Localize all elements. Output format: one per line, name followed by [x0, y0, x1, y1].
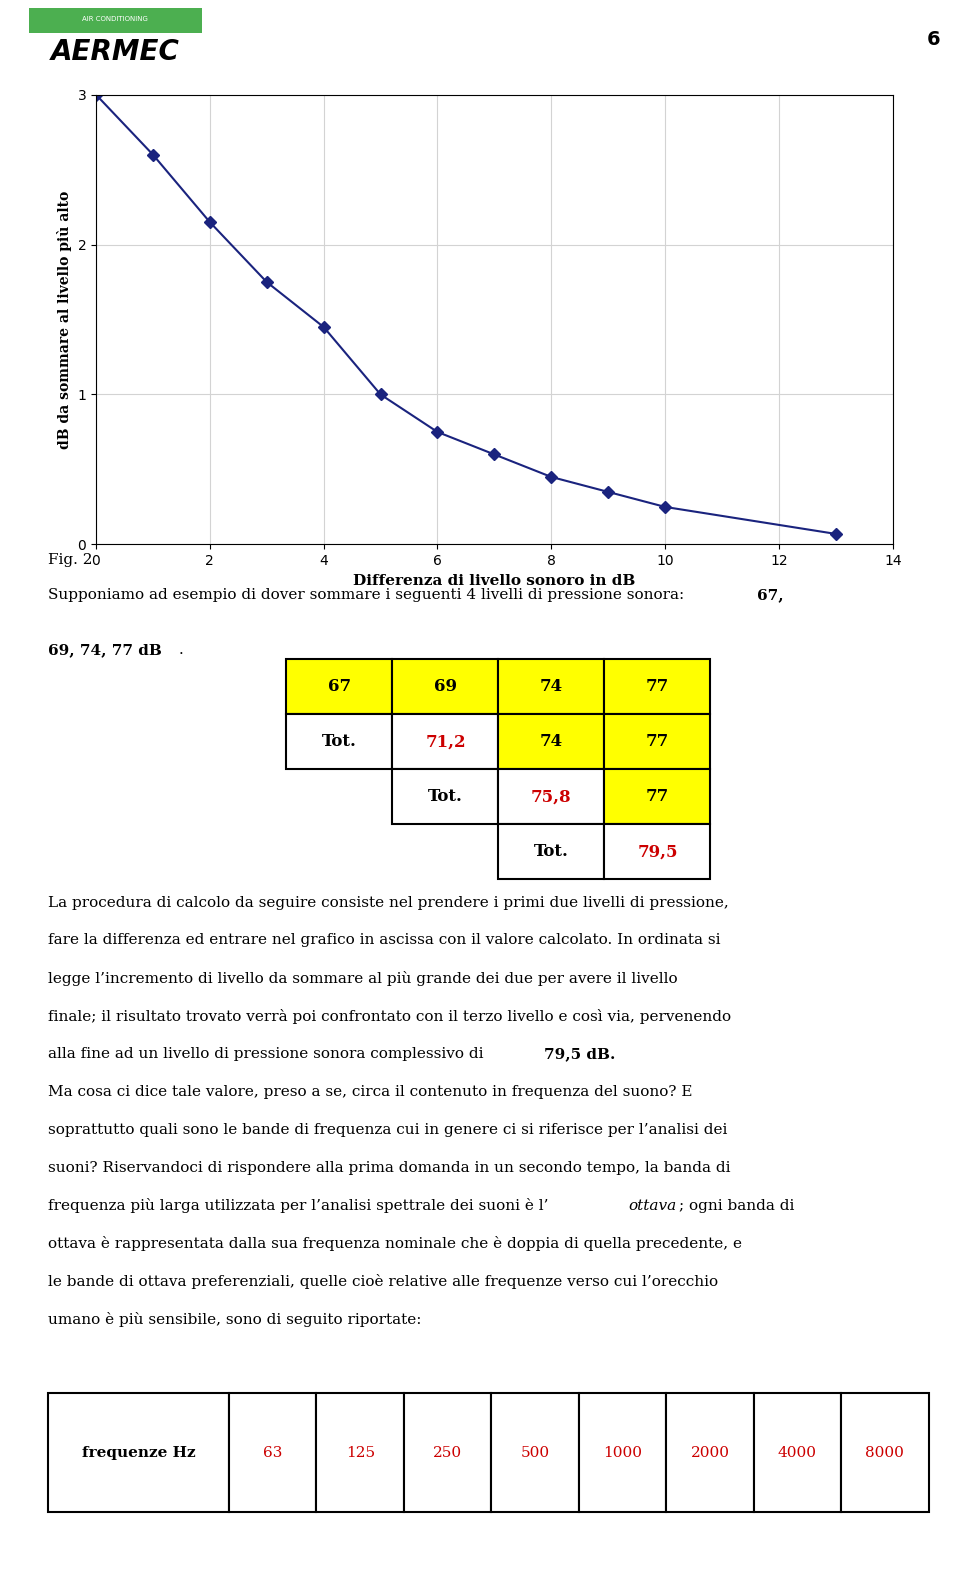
Text: 79,5 dB.: 79,5 dB.: [544, 1048, 615, 1060]
Text: 74: 74: [540, 679, 563, 696]
Text: AIR CONDITIONING: AIR CONDITIONING: [83, 16, 148, 22]
Text: 77: 77: [646, 679, 669, 696]
Text: La procedura di calcolo da seguire consiste nel prendere i primi due livelli di : La procedura di calcolo da seguire consi…: [48, 896, 729, 909]
Text: suoni? Riservandoci di rispondere alla prima domanda in un secondo tempo, la ban: suoni? Riservandoci di rispondere alla p…: [48, 1161, 731, 1174]
Text: ; ogni banda di: ; ogni banda di: [679, 1199, 794, 1212]
Text: 250: 250: [433, 1445, 462, 1460]
Bar: [498, 660, 605, 715]
Bar: [605, 824, 710, 879]
Bar: [498, 824, 605, 879]
Text: Supponiamo ad esempio di dover sommare i seguenti 4 livelli di pressione sonora:: Supponiamo ad esempio di dover sommare i…: [48, 589, 689, 601]
Text: Tot.: Tot.: [534, 843, 569, 860]
X-axis label: Differenza di livello sonoro in dB: Differenza di livello sonoro in dB: [353, 574, 636, 587]
Text: 2000: 2000: [690, 1445, 730, 1460]
Bar: [317, 1393, 404, 1512]
Text: 79,5: 79,5: [637, 843, 678, 860]
Text: finale; il risultato trovato verrà poi confrontato con il terzo livello e così v: finale; il risultato trovato verrà poi c…: [48, 1008, 732, 1024]
Text: 75,8: 75,8: [531, 789, 572, 805]
Bar: [605, 770, 710, 824]
Bar: [286, 715, 393, 770]
Bar: [579, 1393, 666, 1512]
Text: umano è più sensibile, sono di seguito riportate:: umano è più sensibile, sono di seguito r…: [48, 1311, 421, 1327]
Text: .: .: [179, 644, 183, 656]
Bar: [605, 715, 710, 770]
Text: 125: 125: [346, 1445, 374, 1460]
Bar: [286, 660, 393, 715]
Bar: [498, 770, 605, 824]
Bar: [754, 1393, 841, 1512]
Text: alla fine ad un livello di pressione sonora complessivo di: alla fine ad un livello di pressione son…: [48, 1048, 489, 1060]
Text: 71,2: 71,2: [425, 734, 466, 750]
Y-axis label: dB da sommare al livello più alto: dB da sommare al livello più alto: [57, 191, 72, 448]
Bar: [48, 1393, 229, 1512]
Text: 74: 74: [540, 734, 563, 750]
Text: 69: 69: [434, 679, 457, 696]
Bar: [498, 715, 605, 770]
Bar: [393, 660, 498, 715]
Bar: [393, 715, 498, 770]
Text: 63: 63: [263, 1445, 282, 1460]
Text: AERMEC: AERMEC: [51, 38, 180, 66]
Text: frequenze Hz: frequenze Hz: [82, 1445, 195, 1460]
Bar: [605, 660, 710, 715]
Text: 77: 77: [646, 734, 669, 750]
Text: Tot.: Tot.: [428, 789, 463, 805]
Text: frequenza più larga utilizzata per l’analisi spettrale dei suoni è l’: frequenza più larga utilizzata per l’ana…: [48, 1198, 548, 1213]
Text: 500: 500: [520, 1445, 550, 1460]
Text: ottava è rappresentata dalla sua frequenza nominale che è doppia di quella prece: ottava è rappresentata dalla sua frequen…: [48, 1236, 742, 1251]
Text: Fig. 2: Fig. 2: [48, 554, 92, 567]
Text: 69, 74, 77 dB: 69, 74, 77 dB: [48, 644, 162, 656]
Text: Ma cosa ci dice tale valore, preso a se, circa il contenuto in frequenza del suo: Ma cosa ci dice tale valore, preso a se,…: [48, 1086, 692, 1098]
Bar: [229, 1393, 317, 1512]
Text: soprattutto quali sono le bande di frequenza cui in genere ci si riferisce per l: soprattutto quali sono le bande di frequ…: [48, 1124, 728, 1136]
Text: 1000: 1000: [603, 1445, 642, 1460]
Bar: [404, 1393, 492, 1512]
Text: 8000: 8000: [865, 1445, 904, 1460]
Text: 67,: 67,: [757, 589, 783, 601]
Text: 4000: 4000: [778, 1445, 817, 1460]
Text: 67: 67: [328, 679, 351, 696]
Bar: [666, 1393, 754, 1512]
Text: 6: 6: [927, 30, 941, 49]
Bar: [393, 770, 498, 824]
Text: legge l’incremento di livello da sommare al più grande dei due per avere il live: legge l’incremento di livello da sommare…: [48, 970, 678, 986]
Text: le bande di ottava preferenziali, quelle cioè relative alle frequenze verso cui : le bande di ottava preferenziali, quelle…: [48, 1273, 718, 1289]
Text: fare la differenza ed entrare nel grafico in ascissa con il valore calcolato. In: fare la differenza ed entrare nel grafic…: [48, 934, 721, 947]
Bar: [492, 1393, 579, 1512]
Text: Tot.: Tot.: [322, 734, 357, 750]
Text: ottava: ottava: [629, 1199, 677, 1212]
Bar: [841, 1393, 928, 1512]
Bar: [29, 8, 202, 33]
Text: 77: 77: [646, 789, 669, 805]
